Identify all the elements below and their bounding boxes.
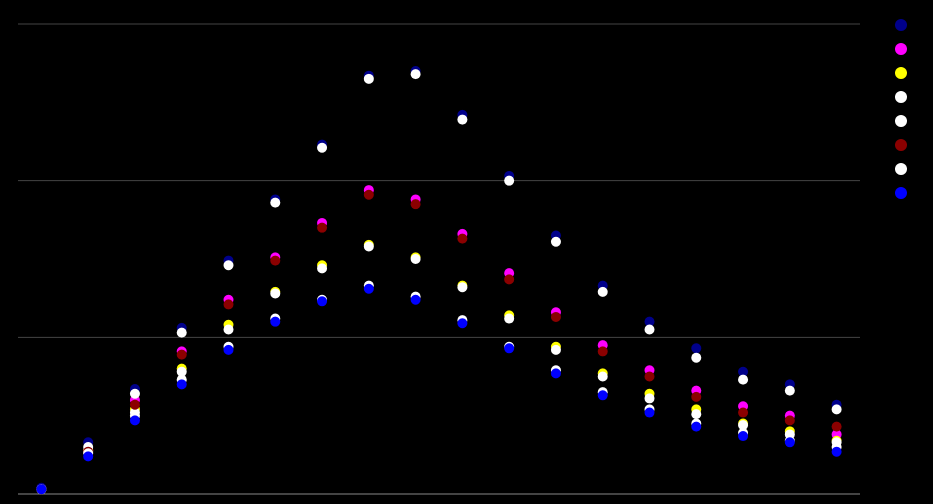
legend-marker bbox=[895, 91, 907, 103]
data-point bbox=[270, 288, 281, 299]
data-point bbox=[738, 366, 749, 377]
data-point bbox=[597, 390, 608, 401]
data-point bbox=[363, 241, 374, 252]
legend-marker bbox=[895, 19, 907, 31]
legend-marker bbox=[895, 115, 907, 127]
data-point bbox=[410, 69, 421, 80]
data-point bbox=[504, 274, 515, 285]
data-point bbox=[738, 374, 749, 385]
data-point bbox=[550, 311, 561, 322]
data-point bbox=[597, 286, 608, 297]
data-point bbox=[270, 255, 281, 266]
data-point bbox=[644, 324, 655, 335]
data-point bbox=[410, 199, 421, 210]
data-point bbox=[363, 189, 374, 200]
data-point bbox=[457, 318, 468, 329]
data-point bbox=[223, 299, 234, 310]
data-point bbox=[410, 254, 421, 264]
legend-marker bbox=[895, 67, 907, 79]
data-point bbox=[550, 344, 561, 355]
data-point bbox=[457, 282, 468, 293]
data-point bbox=[176, 327, 187, 338]
legend-marker bbox=[895, 187, 907, 199]
data-point bbox=[176, 379, 187, 390]
data-point bbox=[270, 316, 281, 327]
data-point bbox=[644, 371, 655, 382]
data-point bbox=[831, 404, 842, 415]
data-point bbox=[317, 142, 328, 153]
data-point bbox=[691, 421, 702, 432]
data-point bbox=[738, 420, 749, 431]
data-point bbox=[223, 324, 234, 335]
data-point bbox=[831, 446, 842, 457]
data-point bbox=[457, 114, 468, 125]
data-point bbox=[738, 407, 749, 418]
data-point bbox=[644, 407, 655, 418]
data-point bbox=[784, 385, 795, 396]
data-point bbox=[550, 236, 561, 247]
data-point bbox=[457, 233, 468, 244]
data-point bbox=[129, 415, 140, 426]
data-point bbox=[363, 283, 374, 294]
data-point bbox=[504, 175, 515, 186]
data-point bbox=[317, 222, 328, 233]
data-point bbox=[83, 451, 94, 462]
data-point bbox=[176, 349, 187, 360]
data-point bbox=[644, 316, 655, 327]
data-point bbox=[784, 437, 795, 448]
data-point bbox=[784, 415, 795, 426]
data-point bbox=[831, 421, 842, 432]
data-point bbox=[223, 260, 234, 271]
data-point bbox=[691, 352, 702, 363]
legend-marker bbox=[895, 163, 907, 175]
data-point bbox=[363, 73, 374, 84]
data-point bbox=[223, 344, 234, 355]
data-point bbox=[504, 313, 515, 324]
data-point bbox=[129, 388, 140, 399]
data-point bbox=[644, 393, 655, 404]
data-point bbox=[176, 366, 187, 377]
data-point bbox=[597, 346, 608, 357]
legend-marker bbox=[895, 139, 907, 151]
data-point bbox=[691, 391, 702, 402]
data-point bbox=[738, 431, 749, 442]
data-point bbox=[270, 197, 281, 208]
data-point bbox=[691, 343, 702, 354]
legend-marker bbox=[895, 43, 907, 55]
data-point bbox=[691, 409, 702, 420]
data-point bbox=[317, 296, 328, 307]
data-point bbox=[410, 294, 421, 305]
data-point bbox=[597, 371, 608, 382]
data-point bbox=[317, 263, 328, 274]
data-point bbox=[550, 368, 561, 379]
data-point bbox=[129, 399, 140, 410]
data-point bbox=[36, 484, 47, 495]
data-point bbox=[504, 343, 515, 354]
